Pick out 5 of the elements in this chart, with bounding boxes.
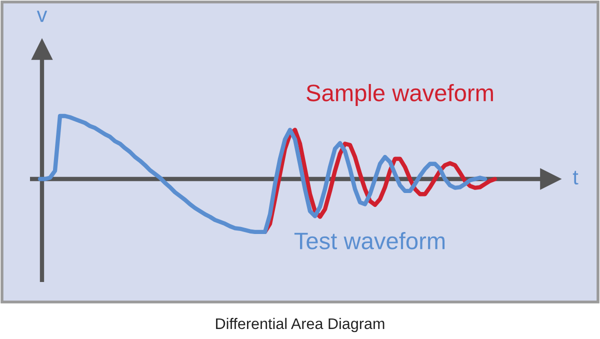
y-axis-title: v xyxy=(36,10,48,22)
text: Differential Area Diagram xyxy=(216,318,384,332)
series-label: Sample waveform xyxy=(306,84,493,106)
series-label: Test waveform xyxy=(294,232,445,250)
x-axis-title: t xyxy=(572,170,578,185)
